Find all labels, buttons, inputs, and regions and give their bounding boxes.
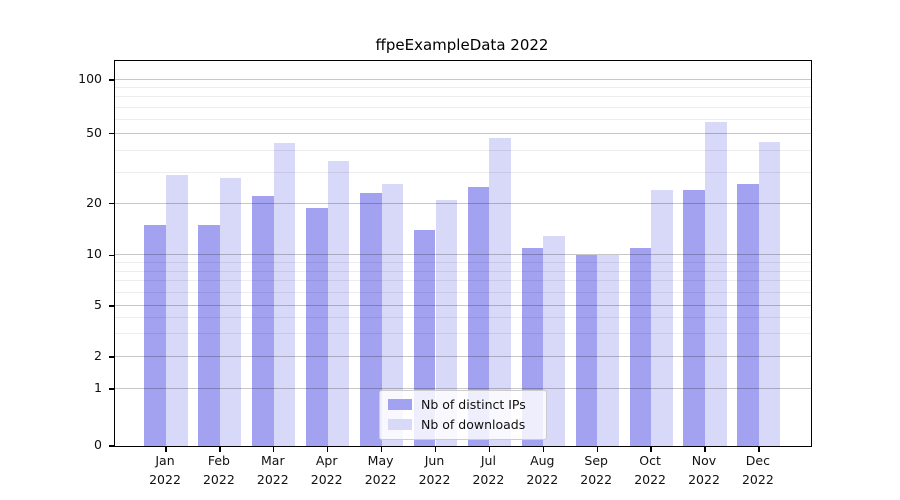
x-tick-label-jun: Jun 2022 bbox=[418, 453, 451, 487]
bar-downloads-nov bbox=[705, 122, 727, 446]
x-tick-label-nov: Nov 2022 bbox=[688, 453, 720, 487]
bar-distinct-ips-oct bbox=[629, 248, 652, 446]
gridline-100 bbox=[115, 79, 811, 81]
y-tick-label-1: 1 bbox=[94, 379, 102, 395]
x-tick-mark-aug bbox=[542, 447, 544, 453]
bar-downloads-mar bbox=[273, 143, 296, 446]
plot-area: Nb of distinct IPs Nb of downloads bbox=[108, 60, 812, 453]
bar-distinct-ips-sep bbox=[575, 255, 598, 446]
bar-distinct-ips-feb bbox=[198, 225, 220, 446]
legend-swatch-downloads bbox=[388, 419, 412, 430]
y-tick-mark-1 bbox=[108, 388, 114, 390]
x-tick-label-mar: Mar 2022 bbox=[256, 453, 289, 487]
bar-distinct-ips-jul bbox=[467, 186, 490, 446]
bar-downloads-jul bbox=[489, 138, 511, 446]
y-tick-mark-5 bbox=[108, 305, 114, 307]
y-tick-mark-20 bbox=[108, 203, 114, 205]
x-tick-mark-feb bbox=[219, 447, 221, 453]
legend-item-distinct-ips: Nb of distinct IPs bbox=[388, 397, 536, 412]
x-tick-label-sep: Sep 2022 bbox=[580, 453, 613, 487]
gridline-80 bbox=[115, 96, 811, 98]
y-tick-label-10: 10 bbox=[86, 246, 102, 262]
bar-distinct-ips-dec bbox=[737, 183, 759, 446]
x-tick-label-jan: Jan 2022 bbox=[149, 453, 181, 487]
y-tick-mark-10 bbox=[108, 254, 114, 256]
x-tick-label-feb: Feb 2022 bbox=[202, 453, 235, 487]
gridline-60 bbox=[115, 118, 811, 120]
y-tick-mark-0 bbox=[108, 445, 114, 447]
x-tick-mark-apr bbox=[327, 447, 329, 453]
x-tick-mark-oct bbox=[650, 447, 652, 453]
bar-downloads-apr bbox=[327, 160, 350, 446]
y-tick-label-5: 5 bbox=[94, 297, 102, 312]
y-tick-label-0: 0 bbox=[94, 437, 102, 452]
legend-swatch-distinct-ips bbox=[388, 399, 412, 410]
x-tick-mark-sep bbox=[596, 447, 598, 453]
bar-downloads-aug bbox=[543, 235, 565, 446]
bar-downloads-jan bbox=[166, 175, 188, 446]
y-tick-label-2: 2 bbox=[94, 347, 102, 363]
x-tick-label-oct: Oct 2022 bbox=[634, 453, 666, 487]
x-tick-mark-mar bbox=[273, 447, 275, 453]
x-tick-label-aug: Aug 2022 bbox=[526, 453, 559, 487]
gridline-70 bbox=[115, 106, 811, 108]
x-tick-label-apr: Apr 2022 bbox=[310, 453, 343, 487]
x-tick-label-jul: Jul 2022 bbox=[472, 453, 505, 487]
legend-label-distinct-ips: Nb of distinct IPs bbox=[421, 397, 526, 412]
x-tick-mark-jun bbox=[434, 447, 437, 453]
bar-downloads-dec bbox=[758, 141, 781, 446]
y-tick-mark-50 bbox=[108, 133, 114, 135]
bar-downloads-jun bbox=[435, 199, 458, 446]
y-tick-mark-100 bbox=[108, 79, 114, 81]
y-tick-label-20: 20 bbox=[86, 194, 102, 210]
x-tick-mark-nov bbox=[704, 447, 706, 453]
bar-downloads-may bbox=[381, 183, 404, 446]
bar-downloads-feb bbox=[219, 177, 242, 446]
x-tick-label-may: May 2022 bbox=[364, 453, 397, 487]
bar-distinct-ips-apr bbox=[306, 207, 328, 446]
gridline-90 bbox=[115, 87, 811, 89]
bar-distinct-ips-may bbox=[360, 193, 382, 446]
y-tick-label-100: 100 bbox=[78, 71, 102, 87]
bar-downloads-oct bbox=[651, 189, 673, 446]
x-tick-mark-jul bbox=[488, 447, 491, 453]
y-tick-mark-2 bbox=[108, 356, 114, 358]
bar-distinct-ips-jan bbox=[144, 225, 166, 446]
x-tick-mark-jan bbox=[165, 447, 167, 453]
legend: Nb of distinct IPs Nb of downloads bbox=[379, 390, 547, 440]
bar-distinct-ips-mar bbox=[252, 196, 274, 446]
x-tick-mark-dec bbox=[758, 447, 760, 453]
chart-title: ffpeExampleData 2022 bbox=[375, 36, 549, 54]
y-tick-label-50: 50 bbox=[86, 124, 102, 140]
x-tick-label-dec: Dec 2022 bbox=[741, 453, 774, 487]
legend-item-downloads: Nb of downloads bbox=[388, 417, 536, 432]
legend-label-downloads: Nb of downloads bbox=[421, 417, 526, 432]
bar-distinct-ips-nov bbox=[683, 189, 705, 446]
x-tick-mark-may bbox=[380, 447, 383, 453]
bar-downloads-sep bbox=[597, 255, 619, 446]
